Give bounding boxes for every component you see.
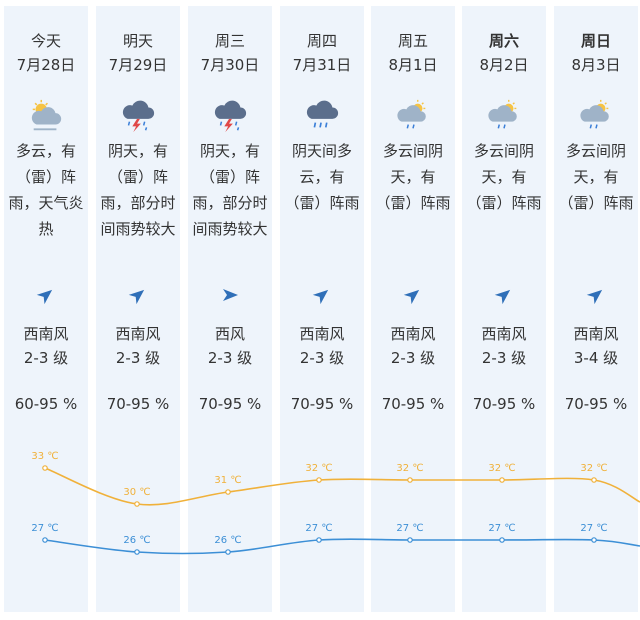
wind-direction-text: 西南风 bbox=[481, 325, 527, 343]
wind-level: 2-3 级 bbox=[115, 349, 161, 367]
low-temp-label: 27 ℃ bbox=[305, 523, 332, 534]
cloud-rain-icon bbox=[304, 98, 340, 134]
wind-level: 2-3 级 bbox=[481, 349, 527, 367]
wind-direction-text: 西南风 bbox=[390, 325, 436, 343]
high-temp-point bbox=[316, 477, 322, 483]
low-temp-label: 26 ℃ bbox=[123, 535, 150, 546]
partly-cloudy-rain-icon bbox=[28, 98, 64, 134]
high-temp-label: 33 ℃ bbox=[31, 451, 58, 462]
thunderstorm-icon bbox=[212, 98, 248, 134]
wind-direction-text: 西南风 bbox=[299, 325, 345, 343]
low-temp-point bbox=[316, 537, 322, 543]
high-temp-label: 32 ℃ bbox=[396, 463, 423, 474]
low-temp-label: 27 ℃ bbox=[396, 523, 423, 534]
sun-cloud-rain-icon bbox=[578, 98, 614, 134]
humidity-range: 70-95 % bbox=[290, 395, 354, 413]
humidity-range: 70-95 % bbox=[472, 395, 536, 413]
day-date: 7月30日 bbox=[200, 56, 260, 74]
sun-cloud-rain-icon bbox=[486, 98, 522, 134]
high-temp-point bbox=[225, 489, 231, 495]
day-name: 周六 bbox=[488, 32, 519, 50]
low-temp-point bbox=[134, 549, 140, 555]
day-date: 8月3日 bbox=[571, 56, 621, 74]
low-temp-label: 27 ℃ bbox=[580, 523, 607, 534]
day-name: 明天 bbox=[122, 32, 153, 50]
low-temp-point bbox=[225, 549, 231, 555]
day-name: 今天 bbox=[30, 32, 61, 50]
wind-direction-text: 西风 bbox=[214, 325, 245, 343]
low-temp-label: 26 ℃ bbox=[214, 535, 241, 546]
low-temp-point bbox=[499, 537, 505, 543]
high-temp-label: 32 ℃ bbox=[488, 463, 515, 474]
weather-description: 多云，有（雷）阵雨，天气炎热 bbox=[8, 142, 84, 238]
wind-arrow-northeast-icon bbox=[586, 285, 606, 305]
high-temp-label: 31 ℃ bbox=[214, 475, 241, 486]
day-name: 周四 bbox=[306, 32, 337, 50]
high-temp-point bbox=[499, 477, 505, 483]
humidity-range: 70-95 % bbox=[198, 395, 262, 413]
humidity-range: 70-95 % bbox=[381, 395, 445, 413]
day-name: 周日 bbox=[580, 32, 611, 50]
high-temp-label: 30 ℃ bbox=[123, 487, 150, 498]
day-column: 周六 8月2日多云间阴天，有（雷）阵雨西南风 2-3 级 70-95 % bbox=[462, 6, 546, 612]
low-temp-point bbox=[407, 537, 413, 543]
wind-direction-text: 西南风 bbox=[23, 325, 69, 343]
wind-arrow-northeast-icon bbox=[494, 285, 514, 305]
humidity-range: 70-95 % bbox=[564, 395, 628, 413]
thunderstorm-icon bbox=[120, 98, 156, 134]
wind-level: 2-3 级 bbox=[299, 349, 345, 367]
day-column: 周五 8月1日多云间阴天，有（雷）阵雨西南风 2-3 级 70-95 % bbox=[371, 6, 455, 612]
humidity-range: 70-95 % bbox=[106, 395, 170, 413]
wind-arrow-northeast-icon bbox=[128, 285, 148, 305]
high-temp-point bbox=[407, 477, 413, 483]
weather-description: 阴天，有（雷）阵雨，部分时间雨势较大 bbox=[100, 142, 176, 238]
wind-direction-text: 西南风 bbox=[573, 325, 619, 343]
day-date: 7月28日 bbox=[16, 56, 76, 74]
high-temp-label: 32 ℃ bbox=[580, 463, 607, 474]
high-temp-point bbox=[591, 477, 597, 483]
low-temp-label: 27 ℃ bbox=[31, 523, 58, 534]
low-temp-label: 27 ℃ bbox=[488, 523, 515, 534]
wind-level: 3-4 级 bbox=[573, 349, 619, 367]
wind-level: 2-3 级 bbox=[390, 349, 436, 367]
wind-level: 2-3 级 bbox=[23, 349, 69, 367]
day-name: 周三 bbox=[214, 32, 245, 50]
low-temp-point bbox=[591, 537, 597, 543]
day-name: 周五 bbox=[397, 32, 428, 50]
sun-cloud-rain-icon bbox=[395, 98, 431, 134]
wind-arrow-northeast-icon bbox=[312, 285, 332, 305]
weather-description: 阴天，有（雷）阵雨，部分时间雨势较大 bbox=[192, 142, 268, 238]
day-column: 明天 7月29日阴天，有（雷）阵雨，部分时间雨势较大西南风 2-3 级 70-95 % bbox=[96, 6, 180, 612]
high-temp-point bbox=[134, 501, 140, 507]
day-date: 8月2日 bbox=[479, 56, 529, 74]
day-column: 今天 7月28日多云，有（雷）阵雨，天气炎热西南风 2-3 级 60-95 % bbox=[4, 6, 88, 612]
wind-direction-text: 西南风 bbox=[115, 325, 161, 343]
day-date: 7月29日 bbox=[108, 56, 168, 74]
low-temp-line bbox=[44, 538, 640, 555]
weather-description: 多云间阴天，有（雷）阵雨 bbox=[375, 142, 451, 212]
wind-arrow-east-icon bbox=[220, 285, 240, 305]
wind-arrow-northeast-icon bbox=[403, 285, 423, 305]
humidity-range: 60-95 % bbox=[14, 395, 78, 413]
day-date: 7月31日 bbox=[292, 56, 352, 74]
day-column: 周四 7月31日阴天间多云，有（雷）阵雨西南风 2-3 级 70-95 % bbox=[280, 6, 364, 612]
weather-description: 阴天间多云，有（雷）阵雨 bbox=[284, 142, 360, 212]
weather-description: 多云间阴天，有（雷）阵雨 bbox=[466, 142, 542, 212]
wind-level: 2-3 级 bbox=[207, 349, 253, 367]
low-temp-point bbox=[42, 537, 48, 543]
wind-arrow-northeast-icon bbox=[36, 285, 56, 305]
day-column: 周三 7月30日阴天，有（雷）阵雨，部分时间雨势较大西风 2-3 级 70-95 % bbox=[188, 6, 272, 612]
weather-description: 多云间阴天，有（雷）阵雨 bbox=[558, 142, 634, 212]
high-temp-point bbox=[42, 465, 48, 471]
high-temp-label: 32 ℃ bbox=[305, 463, 332, 474]
day-column: 周日 8月3日多云间阴天，有（雷）阵雨西南风 3-4 级 70-95 % bbox=[554, 6, 638, 612]
day-date: 8月1日 bbox=[388, 56, 438, 74]
